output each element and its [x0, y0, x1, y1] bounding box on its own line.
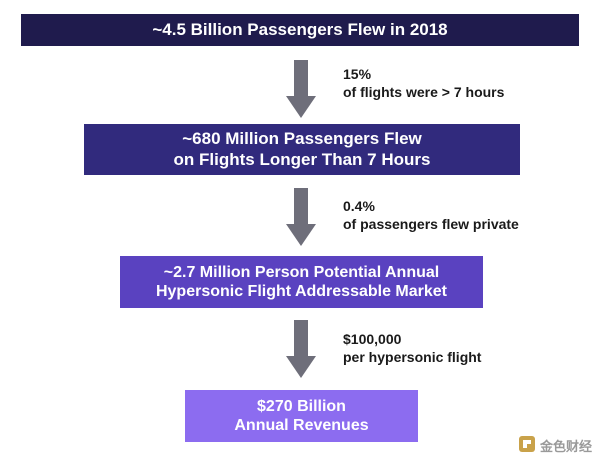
transition-3-label: per hypersonic flight — [343, 348, 482, 365]
jinse-logo-icon — [518, 435, 536, 456]
transition-1-value: 15% — [343, 66, 372, 82]
step-box-annual-revenues: $270 Billion Annual Revenues — [185, 390, 418, 442]
step-box-total-passengers: ~4.5 Billion Passengers Flew in 2018 — [21, 14, 579, 46]
transition-note-2: 0.4% of passengers flew private — [343, 198, 519, 233]
step-3-line-2: Hypersonic Flight Addressable Market — [155, 283, 448, 300]
step-1-line-1: ~4.5 Billion Passengers Flew in 2018 — [152, 19, 448, 39]
transition-1-label: of flights were > 7 hours — [343, 83, 505, 100]
transition-note-3: $100,000 per hypersonic flight — [343, 331, 481, 366]
down-arrow-icon — [286, 188, 316, 246]
transition-3-value: $100,000 — [343, 331, 402, 347]
step-box-long-flight-passengers: ~680 Million Passengers Flew on Flights … — [84, 124, 520, 175]
step-4-line-2: Annual Revenues — [234, 417, 369, 434]
step-4-line-1: $270 Billion — [257, 397, 346, 415]
step-3-line-1: ~2.7 Million Person Potential Annual — [163, 263, 440, 281]
step-2-line-2: on Flights Longer Than 7 Hours — [173, 149, 431, 169]
step-2-line-1: ~680 Million Passengers Flew — [182, 129, 422, 149]
step-box-addressable-market: ~2.7 Million Person Potential Annual Hyp… — [120, 256, 483, 308]
transition-note-1: 15% of flights were > 7 hours — [343, 66, 504, 101]
transition-2-value: 0.4% — [343, 198, 375, 214]
down-arrow-icon — [286, 60, 316, 118]
down-arrow-icon — [286, 320, 316, 378]
watermark-text: 金色财经 — [539, 439, 592, 454]
watermark: 金色财经 — [518, 435, 592, 456]
transition-2-label: of passengers flew private — [343, 215, 519, 232]
